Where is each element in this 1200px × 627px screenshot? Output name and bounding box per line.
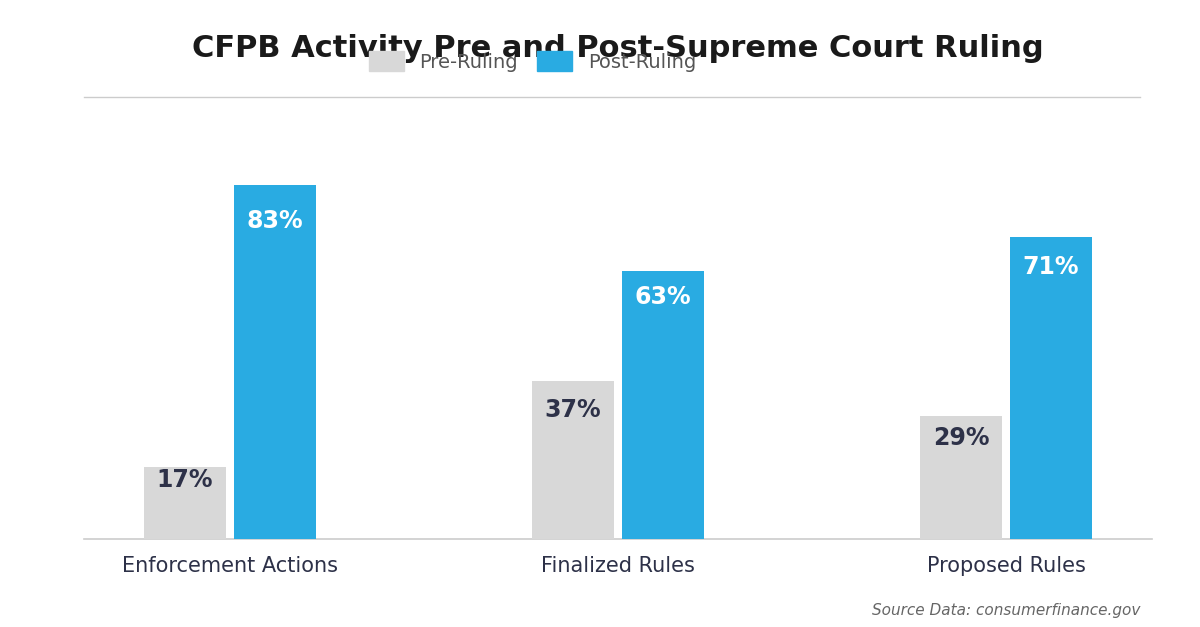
Title: CFPB Activity Pre and Post-Supreme Court Ruling: CFPB Activity Pre and Post-Supreme Court…	[192, 34, 1044, 63]
Bar	[1010, 236, 1092, 539]
Text: 71%: 71%	[1022, 255, 1079, 279]
Text: 37%: 37%	[545, 398, 601, 422]
Text: 63%: 63%	[635, 285, 691, 310]
Text: 83%: 83%	[246, 209, 304, 233]
Bar	[622, 271, 703, 539]
Bar	[144, 466, 226, 539]
Text: 29%: 29%	[932, 426, 990, 450]
Legend: Pre-Ruling, Post-Ruling: Pre-Ruling, Post-Ruling	[359, 41, 706, 82]
Text: Source Data: consumerfinance.gov: Source Data: consumerfinance.gov	[871, 603, 1140, 618]
Bar	[533, 381, 614, 539]
Bar	[234, 186, 316, 539]
Bar	[920, 416, 1002, 539]
Text: 17%: 17%	[157, 468, 214, 492]
